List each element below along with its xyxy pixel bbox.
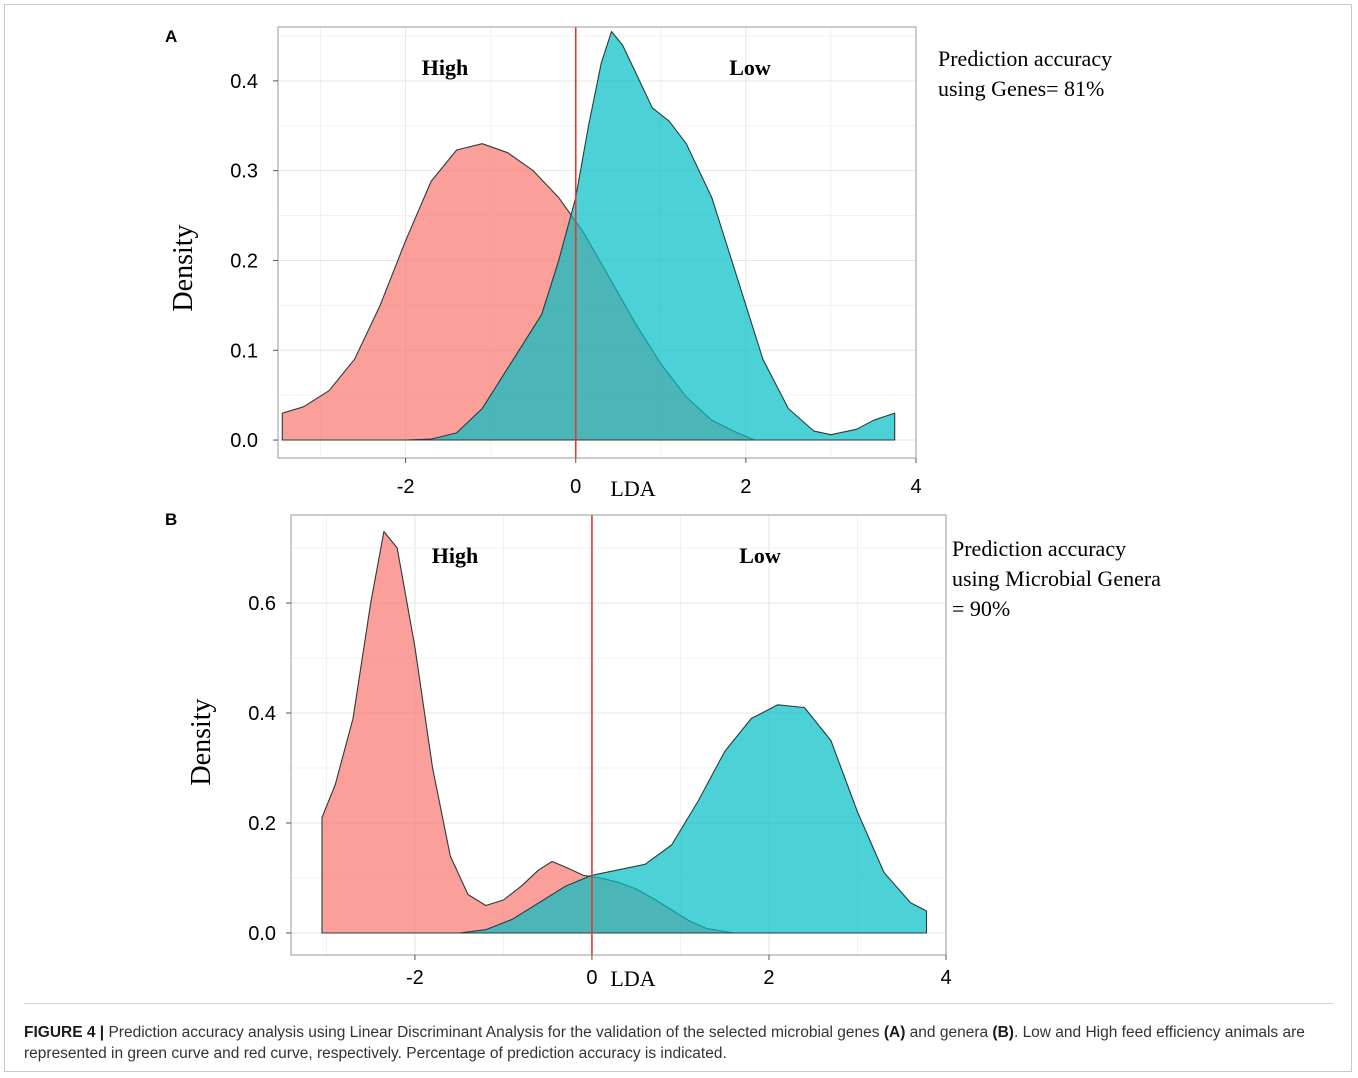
caption-ref-a: (A) [883,1024,906,1041]
x-axis-title: LDA [610,476,655,501]
x-tick-label: 4 [910,476,921,498]
group-label-low: Low [739,543,781,568]
accuracy-annotation-line: using Genes= 81% [938,76,1104,101]
x-tick-label: 4 [940,967,951,989]
y-tick-label: 0.2 [230,250,258,272]
caption-text-2: and genera [905,1024,993,1041]
group-label-high: High [432,543,478,568]
y-tick-label: 0.3 [230,161,258,183]
panel-letter: A [165,27,177,46]
caption-separator [24,1003,1334,1004]
plot-border [290,514,947,956]
y-tick-label: 0.1 [230,340,258,362]
panel-b: 0.0 0.2 0.4 0.6 -2 0 2 4 B Density LDA High Low Predi… [165,510,1161,991]
caption-text-1: Prediction accuracy analysis using Linea… [104,1024,884,1041]
group-label-low: Low [729,55,771,80]
y-tick-label: 0.4 [248,703,276,725]
x-tick-label: 0 [570,476,581,498]
x-tick-label: 2 [740,476,751,498]
x-tick-label: 0 [586,967,597,989]
x-tick-label: -2 [406,967,424,989]
y-axis-title: Density [186,698,217,785]
caption-label: FIGURE 4 | [24,1024,105,1041]
caption-text-3: . Low and High feed efficiency animals a… [24,1024,1305,1062]
group-label-high: High [422,55,468,80]
y-tick-label: 0.0 [248,923,276,945]
accuracy-annotation-line: Prediction accuracy [938,46,1112,71]
accuracy-annotation-line: using Microbial Genera [952,566,1161,591]
plot-border [277,26,917,459]
x-axis-title: LDA [610,966,655,991]
density-area-low [405,30,896,441]
accuracy-annotation-line: = 90% [952,596,1010,621]
y-tick-label: 0.2 [248,813,276,835]
y-tick-label: 0.4 [230,71,258,93]
x-tick-label: -2 [397,476,415,498]
y-tick-label: 0.6 [248,593,276,615]
y-axis-title: Density [168,224,199,311]
density-area-low [458,704,928,934]
figure-caption: FIGURE 4 | Prediction accuracy analysis … [24,1022,1340,1064]
figure-canvas: 0.0 0.1 0.2 0.3 0.4 -2 0 2 4 A Density LDA High Low Pr… [165,26,1161,991]
y-tick-label: 0.0 [230,430,258,452]
panel-letter: B [165,510,177,529]
x-tick-label: 2 [763,967,774,989]
panel-a: 0.0 0.1 0.2 0.3 0.4 -2 0 2 4 A Density LDA High Low Pr… [165,26,1112,501]
accuracy-annotation-line: Prediction accuracy [952,536,1126,561]
caption-ref-b: (B) [992,1024,1014,1041]
